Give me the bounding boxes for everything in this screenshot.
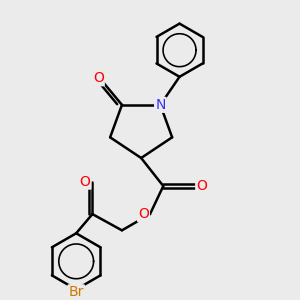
Text: O: O: [138, 207, 149, 221]
Text: Br: Br: [68, 285, 84, 299]
Text: N: N: [155, 98, 166, 112]
Text: O: O: [196, 179, 207, 193]
Text: O: O: [93, 71, 104, 85]
Text: O: O: [80, 175, 91, 189]
